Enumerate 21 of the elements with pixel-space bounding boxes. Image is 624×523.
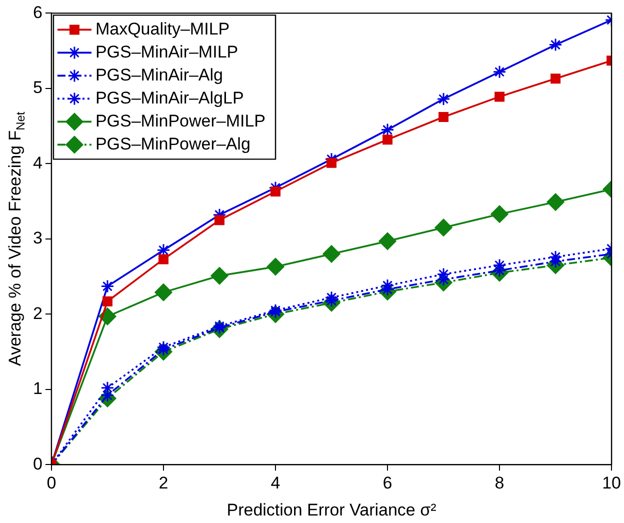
legend-label: PGS–MinAir–MILP: [95, 42, 238, 62]
legend-label: MaxQuality–MILP: [95, 19, 230, 38]
legend-label: PGS–MinPower–MILP: [95, 111, 266, 130]
legend-label: PGS–MinAir–AlgLP: [95, 88, 244, 108]
y-tick-label: 0: [32, 454, 42, 474]
y-tick-label: 2: [32, 304, 42, 323]
x-tick-label: 6: [382, 473, 392, 492]
x-tick-label: 2: [158, 473, 168, 492]
y-tick-label: 6: [32, 2, 42, 22]
legend-label: PGS–MinPower–Alg: [95, 134, 250, 154]
y-tick-label: 5: [32, 78, 42, 98]
x-tick-label: 10: [602, 473, 622, 492]
legend-label: PGS–MinAir–Alg: [95, 65, 224, 84]
x-tick-label: 4: [270, 473, 280, 492]
y-axis-title: Average % of Video Freezing FNet: [6, 111, 28, 366]
y-tick-label: 3: [32, 228, 42, 248]
y-tick-label: 1: [32, 379, 42, 398]
y-tick-label: 4: [32, 153, 42, 172]
x-tick-label: 0: [46, 473, 56, 492]
x-tick-label: 8: [494, 473, 504, 492]
x-axis-title: Prediction Error Variance σ²: [226, 500, 437, 520]
